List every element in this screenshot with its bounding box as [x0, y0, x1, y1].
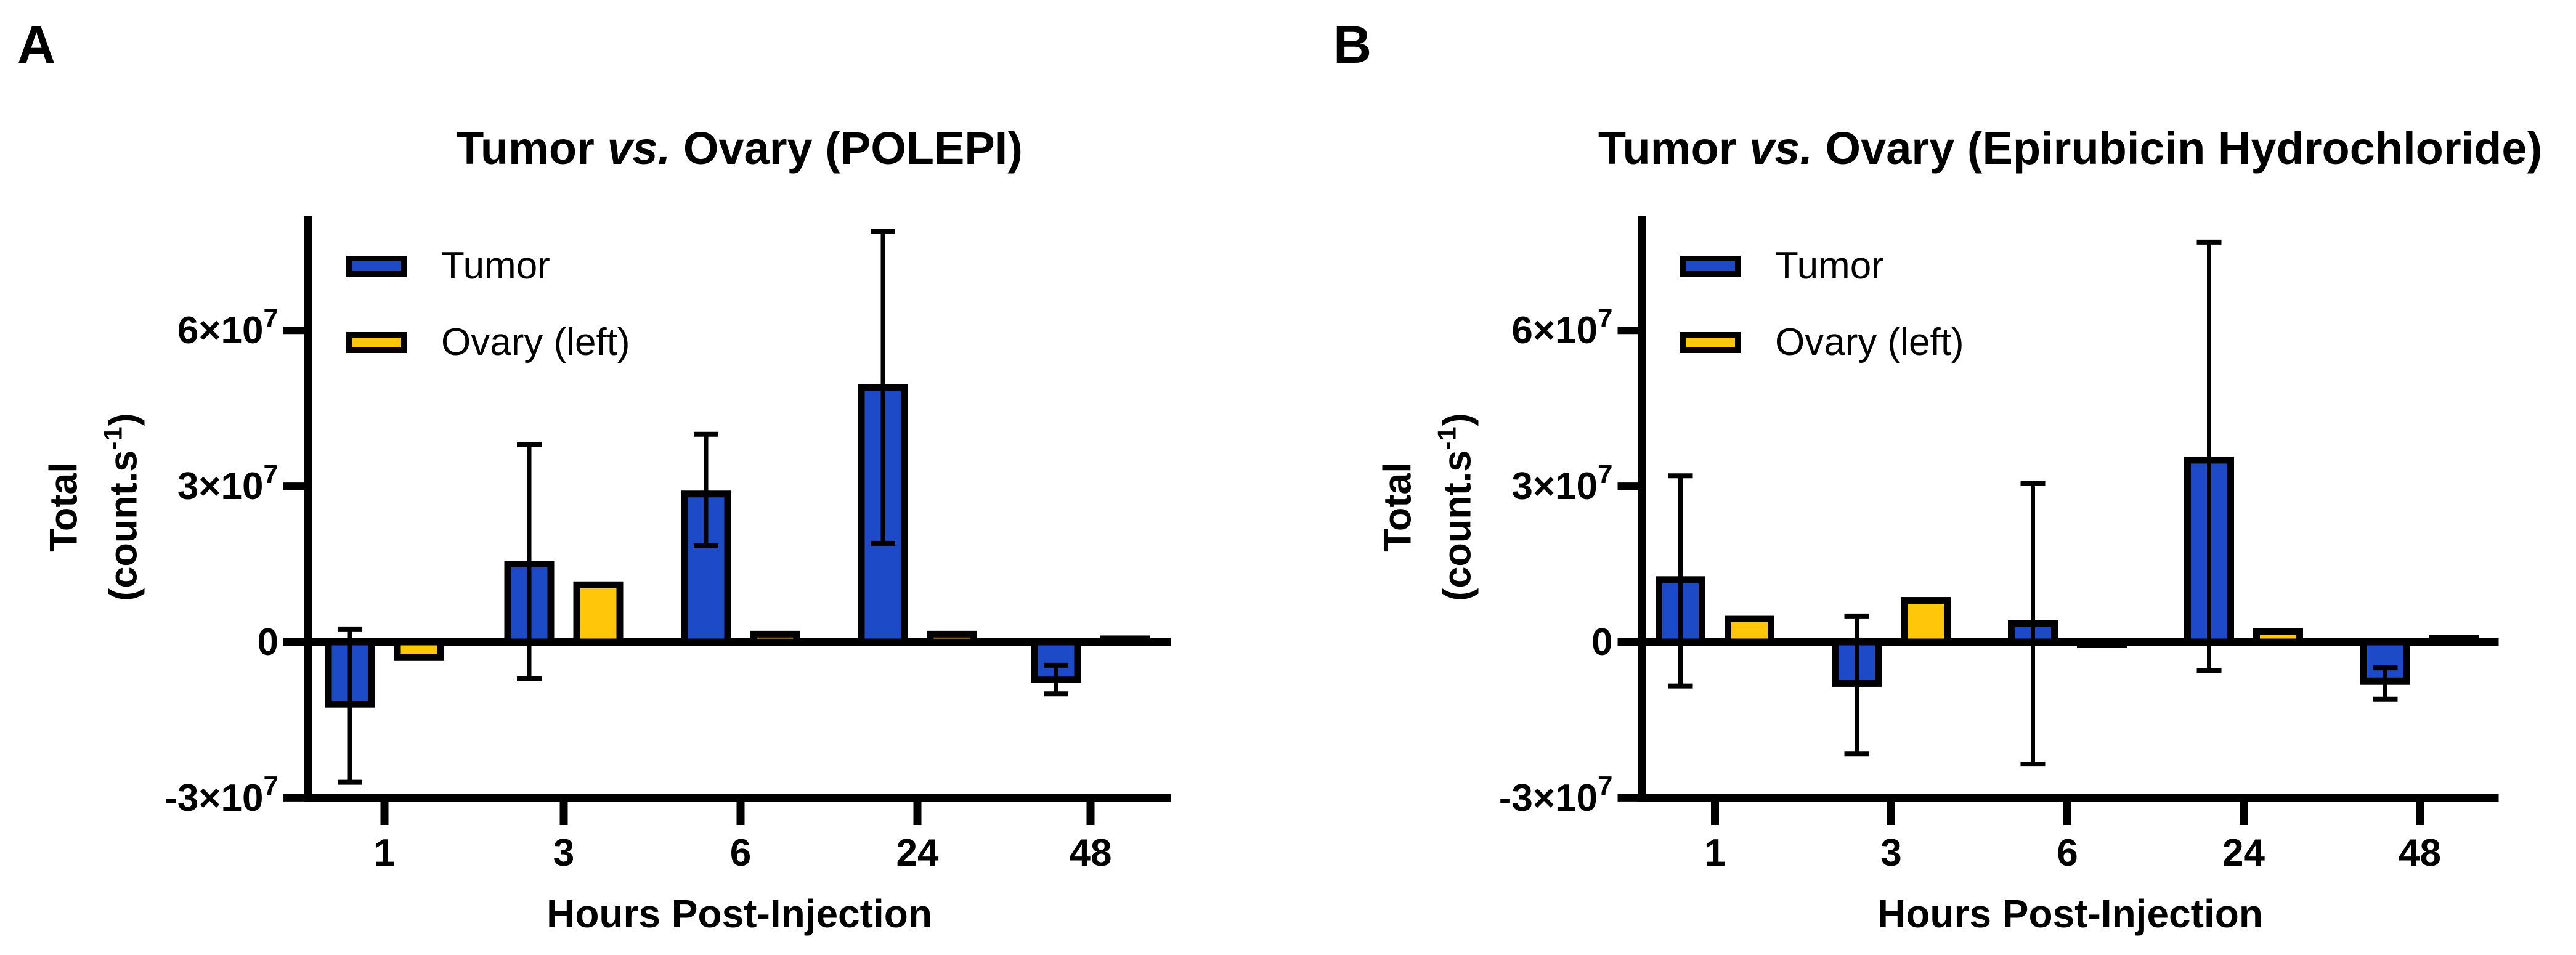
svg-text:24: 24 — [2222, 832, 2265, 874]
legend-swatch-ovary — [346, 332, 407, 353]
svg-text:-3×107: -3×107 — [165, 771, 278, 819]
svg-text:0: 0 — [258, 621, 278, 664]
bar-chart-polepi: -3×107 0 3×107 6×107 1 3 6 24 48 — [165, 216, 1171, 874]
legend-label-tumor: Tumor — [1775, 245, 1884, 287]
legend-item-ovary: Ovary (left) — [1680, 323, 1964, 362]
panel-b-letter: B — [1333, 15, 1372, 75]
svg-text:6: 6 — [2057, 832, 2078, 874]
title-italic: vs. — [1749, 123, 1813, 174]
legend-item-tumor: Tumor — [1680, 246, 1964, 286]
panel-a: A Tumor vs. Ovary (POLEPI) Total (count.… — [17, 15, 1171, 936]
title-italic: vs. — [607, 123, 671, 174]
svg-text:1: 1 — [374, 832, 395, 874]
svg-text:48: 48 — [1070, 832, 1112, 874]
svg-text:24: 24 — [896, 832, 939, 874]
svg-text:3×107: 3×107 — [1511, 459, 1612, 508]
legend-label-tumor: Tumor — [441, 245, 550, 287]
svg-text:48: 48 — [2399, 832, 2441, 874]
x-axis-title: Hours Post-Injection — [546, 892, 932, 936]
title-prefix: Tumor — [456, 123, 607, 174]
panel-a-letter: A — [17, 15, 56, 75]
legend: Tumor Ovary (left) — [1680, 246, 1964, 399]
svg-text:0: 0 — [1591, 621, 1612, 664]
x-axis-title: Hours Post-Injection — [1877, 892, 2263, 936]
svg-text:6: 6 — [730, 832, 751, 874]
panel-b-title: Tumor vs. Ovary (Epirubicin Hydrochlorid… — [1598, 123, 2542, 174]
svg-text:6×107: 6×107 — [1511, 303, 1612, 352]
legend-label-ovary: Ovary (left) — [1775, 321, 1964, 364]
legend-swatch-ovary — [1680, 332, 1741, 353]
legend-item-tumor: Tumor — [346, 246, 630, 286]
svg-text:1: 1 — [1704, 832, 1725, 874]
panel-b: B Tumor vs. Ovary (Epirubicin Hydrochlor… — [1288, 0, 2576, 955]
title-prefix: Tumor — [1598, 123, 1750, 174]
svg-text:-3×107: -3×107 — [1499, 771, 1613, 819]
bar-chart-epirubicin: -3×107 0 3×107 6×107 1 3 6 24 48 — [1499, 216, 2499, 874]
legend: Tumor Ovary (left) — [346, 246, 630, 399]
svg-text:3: 3 — [553, 832, 574, 874]
title-suffix: Ovary (POLEPI) — [670, 123, 1023, 174]
title-suffix: Ovary (Epirubicin Hydrochloride) — [1812, 123, 2543, 174]
legend-swatch-tumor — [1680, 256, 1741, 277]
legend-swatch-tumor — [346, 256, 407, 277]
svg-text:3×107: 3×107 — [177, 459, 278, 508]
legend-item-ovary: Ovary (left) — [346, 323, 630, 362]
legend-label-ovary: Ovary (left) — [441, 321, 630, 364]
svg-text:3: 3 — [1880, 832, 1901, 874]
panel-a-title: Tumor vs. Ovary (POLEPI) — [456, 123, 1023, 174]
svg-text:6×107: 6×107 — [177, 303, 278, 352]
